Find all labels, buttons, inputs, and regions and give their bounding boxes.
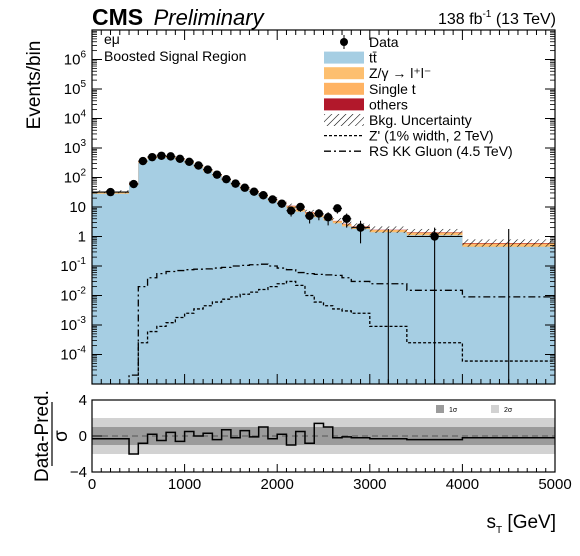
y-tick-label: 10-1: [60, 256, 86, 275]
ttbar-histogram: [92, 157, 555, 384]
legend-swatch-uncertainty: [324, 114, 364, 126]
data-point: [240, 183, 249, 192]
ratio-band-label: 1σ: [449, 407, 458, 414]
data-point: [342, 214, 351, 223]
ratio-y-tick-label: 4: [79, 392, 87, 409]
data-point: [286, 206, 296, 215]
x-tick-label: 0: [88, 476, 96, 493]
data-point: [356, 223, 365, 232]
legend-label-ttbar: tt̄: [369, 50, 377, 66]
y-tick-label: 10: [69, 199, 86, 216]
legend-label-data: Data: [369, 34, 399, 50]
uncertainty-band: [332, 218, 343, 224]
y-tick-label: 106: [64, 50, 87, 69]
legend-label-zprime: Z' (1% width, 2 TeV): [369, 128, 494, 144]
data-point: [305, 211, 314, 221]
y-tick-label: 10-3: [60, 315, 86, 334]
y-tick-label: 105: [64, 79, 87, 98]
region-label: Boosted Signal Region: [104, 48, 246, 64]
data-point: [268, 195, 277, 204]
data-point: [222, 174, 231, 184]
ratio-y-axis-label: Data-Pred. σ: [32, 390, 72, 482]
data-point: [185, 157, 194, 167]
channel-label: eμ: [104, 31, 120, 47]
data-point: [106, 187, 115, 197]
x-axis-label: sT [GeV]: [487, 512, 556, 536]
ratio-band-label: 2σ: [504, 407, 513, 414]
data-point: [203, 165, 212, 174]
y-axis-label: Events/bin: [24, 41, 45, 130]
experiment-label: CMS Preliminary: [92, 4, 266, 30]
x-tick-label: 5000: [538, 476, 571, 493]
legend-swatch-zgamma: [324, 67, 364, 80]
ratio-y-tick-label: 0: [79, 428, 87, 445]
data-point: [194, 161, 203, 170]
ratio-band-swatch: [491, 405, 499, 413]
data-point: [231, 179, 240, 188]
data-point: [147, 152, 157, 162]
ratio-band-swatch: [436, 405, 444, 413]
x-tick-label: 4000: [446, 476, 479, 493]
data-point: [259, 191, 268, 200]
ratio-y-tick-label: −4: [70, 464, 87, 481]
data-point: [129, 179, 138, 189]
data-point: [175, 154, 185, 164]
ratio-ylabel-denominator: σ: [51, 430, 72, 442]
data-point: [430, 232, 439, 241]
y-tick-label: 104: [64, 109, 87, 128]
data-point: [277, 199, 287, 208]
legend-swatch-single_t: [324, 82, 364, 95]
ratio-pull-line: [92, 422, 555, 455]
ratio-panel: 40−40 1000 2000 3000 4000 5000 1σ 2σ Data-Pred…: [32, 390, 572, 536]
legend-label-uncertainty: Bkg. Uncertainty: [369, 112, 472, 128]
data-point: [249, 187, 259, 196]
x-tick-label: 3000: [353, 476, 386, 493]
x-tick-label: 1000: [168, 476, 201, 493]
y-tick-label: 103: [64, 138, 87, 157]
legend-label-others: others: [369, 96, 408, 112]
legend-swatch-ttbar: [324, 51, 364, 64]
uncertainty-band: [286, 203, 296, 208]
zprime-signal-line: [137, 280, 555, 384]
data-point: [212, 170, 222, 179]
luminosity-label: 138 fb-1 (13 TeV): [438, 9, 556, 28]
legend-swatch-others: [324, 98, 364, 111]
x-tick-label: 2000: [261, 476, 294, 493]
y-tick-label: 10-4: [60, 345, 86, 364]
data-point: [333, 204, 342, 213]
data-point: [323, 213, 333, 222]
y-tick-label: 102: [64, 168, 87, 187]
legend-label-single_t: Single t: [369, 81, 416, 97]
data-point: [138, 156, 148, 166]
legend-label-zgamma: Z/γ → l⁺l⁻: [369, 65, 431, 81]
legend-label-kkgluon: RS KK Gluon (4.5 TeV): [369, 143, 513, 159]
data-point: [166, 152, 175, 161]
data-point: [314, 209, 324, 218]
kkgluon-signal-line: [128, 263, 555, 384]
y-tick-label: 1: [78, 229, 86, 246]
data-point: [157, 151, 166, 160]
data-point: [296, 202, 305, 212]
ratio-band-legend: 1σ 2σ: [436, 405, 513, 414]
ratio-ylabel-numerator: Data-Pred.: [32, 390, 53, 482]
y-tick-label: 10-2: [60, 286, 86, 305]
